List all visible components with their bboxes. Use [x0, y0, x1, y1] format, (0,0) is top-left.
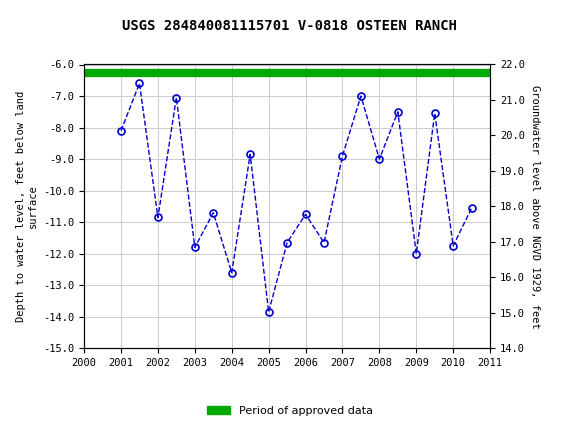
Legend: Period of approved data: Period of approved data	[203, 401, 377, 420]
Text: USGS 284840081115701 V-0818 OSTEEN RANCH: USGS 284840081115701 V-0818 OSTEEN RANCH	[122, 19, 458, 34]
Text: ☒USGS: ☒USGS	[17, 10, 72, 28]
Y-axis label: Groundwater level above NGVD 1929, feet: Groundwater level above NGVD 1929, feet	[530, 85, 541, 328]
Y-axis label: Depth to water level, feet below land
surface: Depth to water level, feet below land su…	[16, 91, 38, 322]
